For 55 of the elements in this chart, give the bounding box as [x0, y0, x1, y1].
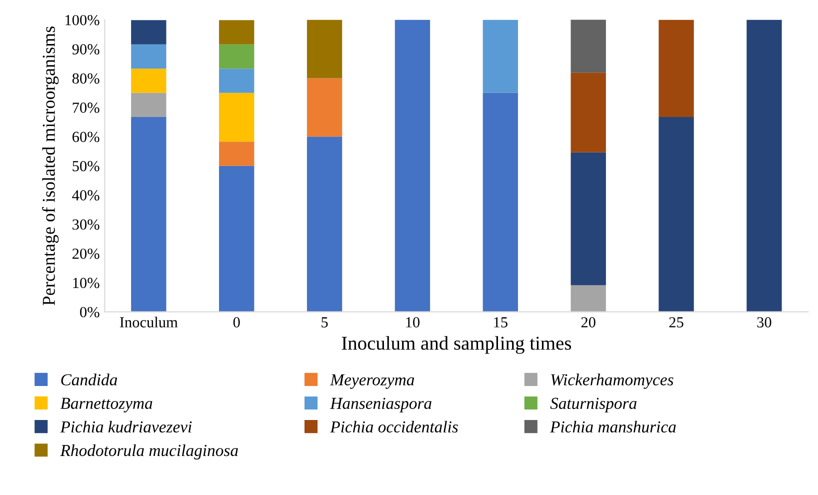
legend-label: Pichia occidentalis: [330, 420, 458, 433]
y-tick-label: 90%: [72, 44, 100, 55]
x-tick-label: 10: [406, 317, 420, 328]
bar: [219, 20, 254, 44]
y-axis-title: Percentage of isolated microorganisms: [42, 26, 59, 306]
bar: [394, 20, 430, 312]
bar: [482, 20, 518, 93]
legend-label: Meyerozyma: [330, 374, 414, 389]
bar: [570, 285, 606, 312]
y-tick-label: 60%: [72, 132, 100, 142]
bar: [570, 20, 606, 73]
y-tick-label: 10%: [73, 278, 100, 288]
y-tick-label: 0%: [80, 306, 100, 318]
y-tick-label: 50%: [72, 160, 100, 172]
bar: [219, 142, 254, 166]
x-tick-label: 0: [233, 317, 240, 328]
bar: [570, 72, 606, 152]
legend-label: Rhodotorula mucilaginosa: [60, 444, 238, 460]
bar: [219, 68, 254, 93]
x-tick-label: Inoculum: [120, 316, 178, 328]
bar: [658, 117, 694, 312]
bar: [658, 20, 694, 118]
legend-label: Pichia kudriavezevi: [60, 420, 192, 433]
legend-label: Saturnispora: [550, 398, 636, 412]
legend-label: Hanseniaspora: [330, 398, 432, 412]
y-tick-label: 100%: [66, 14, 100, 26]
bar: [482, 92, 518, 312]
x-tick-label: 20: [581, 317, 596, 328]
bar: [219, 166, 254, 312]
legend-label: Candida: [61, 374, 118, 386]
legend-label: Wickerhamomyces: [551, 374, 674, 389]
bar: [219, 92, 254, 142]
bar: [746, 20, 782, 312]
x-tick-label: 5: [322, 317, 328, 328]
bar: [570, 152, 606, 286]
y-tick-label: 80%: [72, 73, 100, 84]
bar: [131, 68, 166, 93]
bar: [131, 117, 166, 312]
bar: [219, 44, 254, 69]
legend-label: Barnettozyma: [60, 398, 152, 412]
x-tick-label: 15: [494, 317, 508, 328]
bar: [306, 136, 342, 312]
y-tick-label: 70%: [72, 102, 100, 113]
y-tick-label: 20%: [72, 248, 100, 259]
y-tick-label: 30%: [72, 219, 100, 230]
y-tick-label: 40%: [72, 190, 100, 201]
bar: [306, 78, 342, 137]
bar: [131, 20, 166, 44]
x-tick-label: 30: [757, 317, 772, 328]
x-axis-title: Inoculum and sampling times: [342, 336, 572, 354]
bar: [306, 20, 342, 78]
x-tick-label: 25: [669, 317, 684, 328]
bar: [131, 92, 166, 118]
bar: [131, 44, 166, 69]
legend-label: Pichia manshurica: [550, 420, 676, 433]
